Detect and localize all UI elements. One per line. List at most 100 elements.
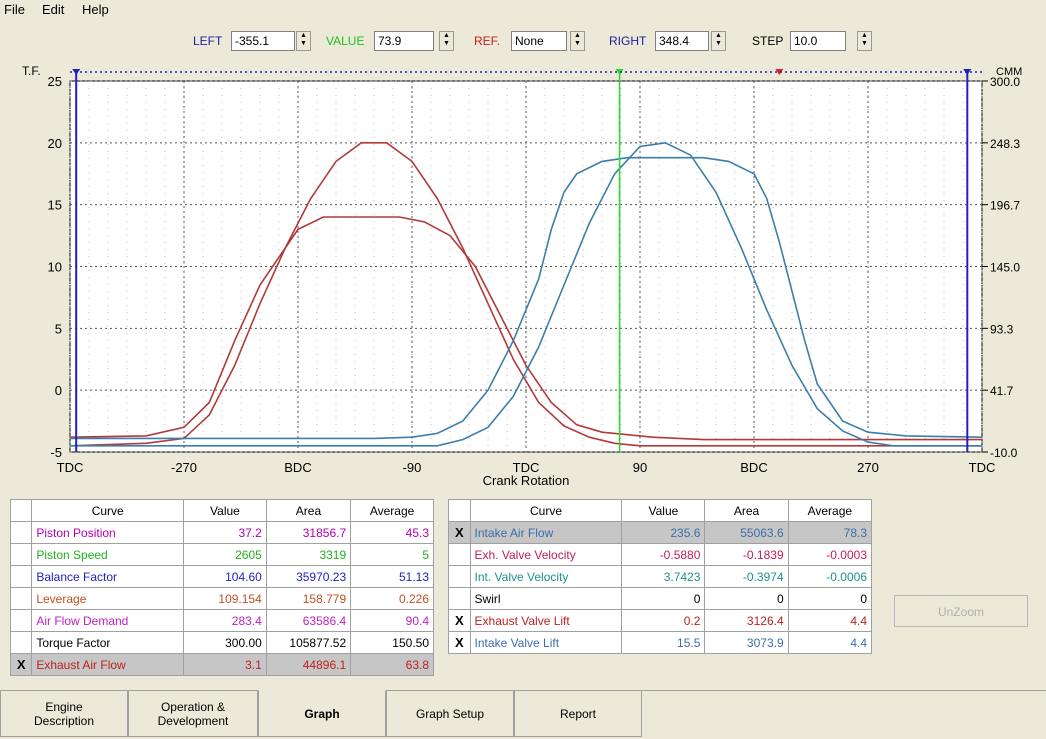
x-tick-label: TDC <box>57 460 84 475</box>
curve-name: Intake Valve Lift <box>469 631 623 654</box>
y-tick-label-right: 41.7 <box>990 384 1014 398</box>
spin-up-icon: ▲ <box>715 32 722 39</box>
spin-up-icon: ▲ <box>300 32 307 39</box>
curve-checkbox[interactable] <box>9 631 33 654</box>
right-spinner[interactable]: ▲ ▼ <box>711 31 726 51</box>
tab-engine-description[interactable]: Engine Description <box>0 691 128 737</box>
curve-value: 15.5 <box>621 631 706 654</box>
curve-area: 105877.52 <box>265 631 352 654</box>
curve-name: Exhaust Air Flow <box>31 653 185 676</box>
table-header: Curve Value Area Average <box>448 499 873 522</box>
left-spinner[interactable]: ▲ ▼ <box>296 31 311 51</box>
menu-edit[interactable]: Edit <box>42 2 65 17</box>
curve-name: Piston Position <box>31 521 185 544</box>
value-input[interactable]: 73.9 <box>374 31 434 51</box>
left-label: LEFT <box>193 34 223 48</box>
curve-checkbox[interactable]: X <box>9 653 33 676</box>
ref-cursor-marker[interactable] <box>775 69 784 75</box>
curve-average: 90.4 <box>350 609 434 632</box>
table-row[interactable]: Int. Valve Velocity 3.7423 -0.3974 -0.0006 <box>448 565 873 588</box>
y-tick-label-left: 15 <box>48 198 62 213</box>
curve-checkbox[interactable] <box>448 565 471 588</box>
spin-up-icon: ▲ <box>443 32 450 39</box>
curve-value: 300.00 <box>183 631 267 654</box>
curve-checkbox[interactable] <box>9 609 33 632</box>
tab-operation-development[interactable]: Operation & Development <box>128 691 258 737</box>
table-row[interactable]: Swirl 0 0 0 <box>448 587 873 610</box>
table-row[interactable]: Balance Factor 104.60 35970.23 51.13 <box>9 565 434 588</box>
right-cursor-marker[interactable] <box>963 69 972 75</box>
spin-down-icon: ▼ <box>574 40 581 47</box>
curve-name: Torque Factor <box>31 631 185 654</box>
table-row[interactable]: Piston Position 37.2 31856.7 45.3 <box>9 521 434 544</box>
x-tick-label: 90 <box>633 460 647 475</box>
table-row[interactable]: X Intake Air Flow 235.6 55063.6 78.3 <box>448 521 873 544</box>
series-line <box>70 141 982 447</box>
tab-report[interactable]: Report <box>514 691 642 737</box>
curve-value: 283.4 <box>183 609 267 632</box>
x-tick-label: TDC <box>969 460 996 475</box>
curve-checkbox[interactable]: X <box>448 631 471 654</box>
tab-bar: Engine Description Operation & Developme… <box>0 690 1046 739</box>
curve-table-right: Curve Value Area Average X Intake Air Flo… <box>448 499 873 654</box>
curve-name: Exh. Valve Velocity <box>469 543 623 566</box>
curve-checkbox[interactable] <box>448 543 471 566</box>
left-input[interactable]: -355.1 <box>231 31 295 51</box>
right-label: RIGHT <box>609 34 647 48</box>
menu-help[interactable]: Help <box>82 2 109 17</box>
x-axis-title: Crank Rotation <box>483 473 570 488</box>
step-input[interactable]: 10.0 <box>790 31 846 51</box>
table-row[interactable]: Air Flow Demand 283.4 63586.4 90.4 <box>9 609 434 632</box>
table-row[interactable]: Torque Factor 300.00 105877.52 150.50 <box>9 631 434 654</box>
curve-name: Exhaust Valve Lift <box>469 609 623 632</box>
x-tick-label: -90 <box>403 460 422 475</box>
table-row[interactable]: X Exhaust Air Flow 3.1 44896.1 63.8 <box>9 653 434 676</box>
curve-average: 63.8 <box>350 653 434 676</box>
ref-input[interactable]: None <box>511 31 567 51</box>
curve-average: 51.13 <box>350 565 434 588</box>
value-spinner[interactable]: ▲ ▼ <box>439 31 454 51</box>
curve-area: 3319 <box>265 543 352 566</box>
right-input[interactable]: 348.4 <box>655 31 709 51</box>
curve-table-left: Curve Value Area Average Piston Position… <box>9 499 434 676</box>
curve-average: 4.4 <box>787 609 873 632</box>
curve-checkbox[interactable] <box>448 587 471 610</box>
spin-down-icon: ▼ <box>443 40 450 47</box>
crank-graph[interactable]: -5 0 5 10 15 20 25 -10.0 41.7 93.3 145.0 196.7 248.3… <box>0 56 1046 496</box>
table-row[interactable]: X Intake Valve Lift 15.5 3073.9 4.4 <box>448 631 873 654</box>
value-label: VALUE <box>326 34 365 48</box>
curve-checkbox[interactable]: X <box>448 609 471 632</box>
curve-checkbox[interactable] <box>9 521 33 544</box>
y-tick-label-left: 10 <box>48 260 62 275</box>
curve-checkbox[interactable] <box>9 565 33 588</box>
tab-graph[interactable]: Graph <box>258 690 386 737</box>
table-row[interactable]: Leverage 109.154 158.779 0.226 <box>9 587 434 610</box>
graph-canvas[interactable]: -5 0 5 10 15 20 25 -10.0 41.7 93.3 145.0 196.7 248.3… <box>0 56 1046 496</box>
curve-checkbox[interactable]: X <box>448 521 471 544</box>
table-row[interactable]: Exh. Valve Velocity -0.5880 -0.1839 -0.0003 <box>448 543 873 566</box>
value-cursor-marker[interactable] <box>615 69 624 75</box>
tab-label: Engine Description <box>33 699 95 728</box>
table-row[interactable]: X Exhaust Valve Lift 0.2 3126.4 4.4 <box>448 609 873 632</box>
curve-value: 104.60 <box>183 565 267 588</box>
y-axis-title-right: CMM <box>996 66 1022 78</box>
menu-file[interactable]: File <box>4 2 25 17</box>
col-header: Average <box>350 499 434 522</box>
col-header: Curve <box>31 499 185 522</box>
curve-checkbox[interactable] <box>9 543 33 566</box>
y-tick-label-right: 93.3 <box>990 322 1014 336</box>
curve-area: -0.1839 <box>704 543 789 566</box>
ref-spinner[interactable]: ▲ ▼ <box>570 31 585 51</box>
y-tick-label-right: 145.0 <box>990 261 1020 275</box>
y-axis-title-left: T.F. <box>22 64 41 78</box>
curve-area: 35970.23 <box>265 565 352 588</box>
y-tick-label-left: 25 <box>48 74 62 89</box>
curve-average: -0.0006 <box>787 565 873 588</box>
y-tick-label-right: 248.3 <box>990 137 1020 151</box>
table-row[interactable]: Piston Speed 2605 3319 5 <box>9 543 434 566</box>
spin-down-icon: ▼ <box>715 40 722 47</box>
unzoom-button[interactable]: UnZoom <box>894 595 1028 627</box>
curve-checkbox[interactable] <box>9 587 33 610</box>
tab-graph-setup[interactable]: Graph Setup <box>386 691 514 737</box>
step-spinner[interactable]: ▲ ▼ <box>857 31 872 51</box>
